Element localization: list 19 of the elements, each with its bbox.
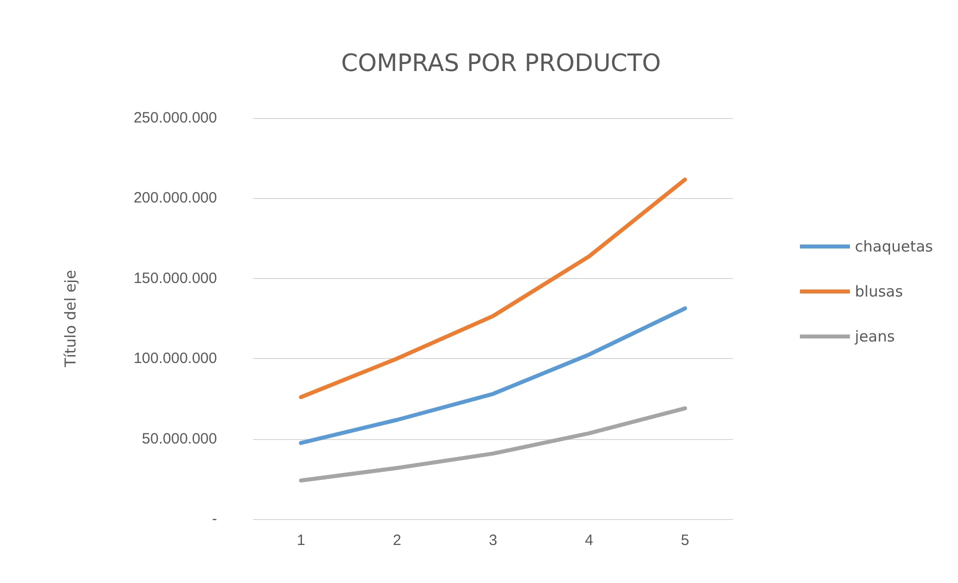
x-tick-label: 4 — [584, 532, 594, 549]
y-tick-label: 250.000.000 — [134, 110, 217, 126]
x-tick-label: 5 — [680, 532, 690, 549]
y-tick-label: 50.000.000 — [142, 430, 217, 448]
x-tick-label: 2 — [392, 532, 402, 549]
line-series — [299, 406, 687, 483]
line-series — [299, 178, 687, 400]
legend-label: jeans — [854, 328, 896, 346]
y-tick-label: - — [212, 510, 217, 528]
legend-label: chaquetas — [854, 238, 934, 256]
y-tick-label: 100.000.000 — [134, 350, 217, 368]
line-series — [299, 306, 687, 445]
y-axis-title: Título del eje — [62, 270, 80, 368]
chart-title: COMPRAS POR PRODUCTO — [341, 49, 661, 77]
y-tick-label: 150.000.000 — [134, 270, 217, 287]
y-tick-label: 200.000.000 — [134, 190, 217, 207]
x-tick-label: 3 — [488, 532, 498, 549]
x-tick-label: 1 — [296, 532, 306, 549]
legend-label: blusas — [854, 282, 904, 300]
